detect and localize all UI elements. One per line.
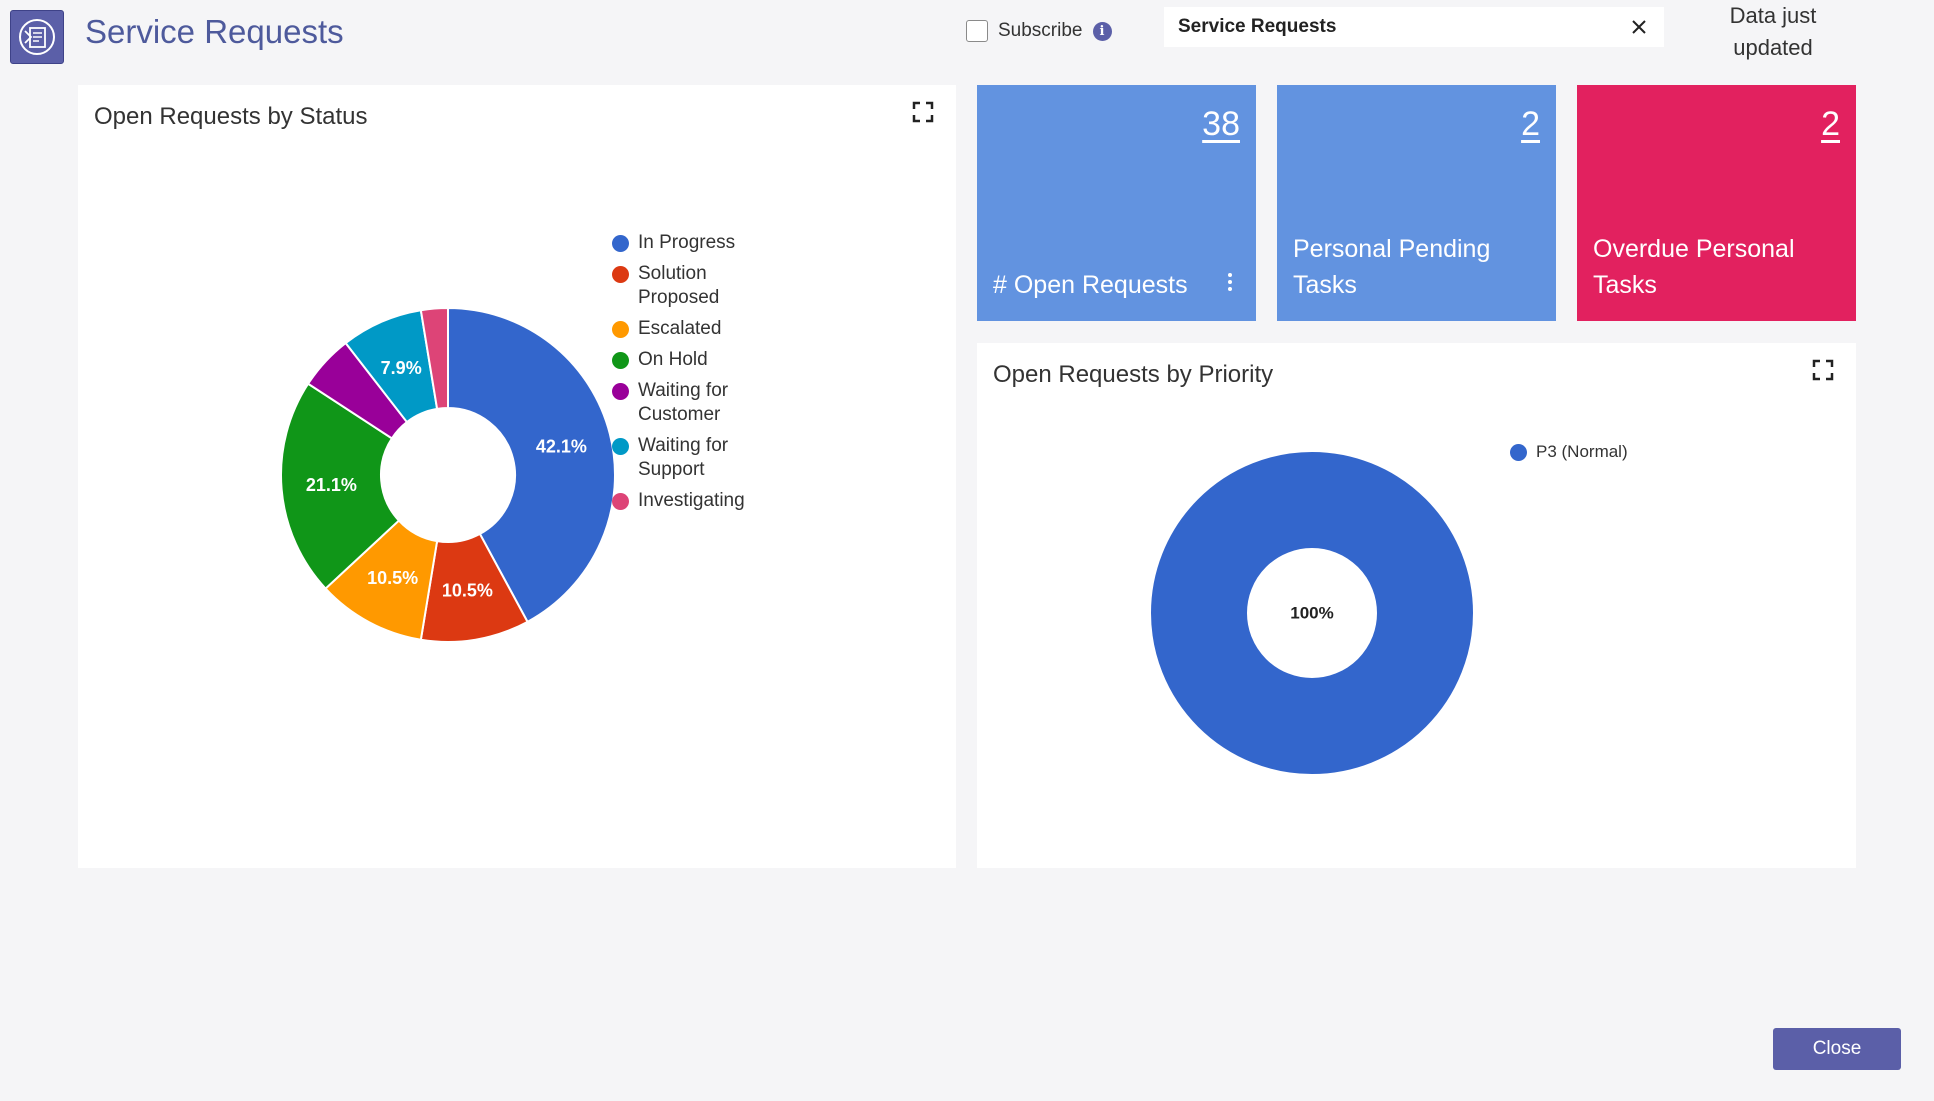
legend-item-p3-normal[interactable]: P3 (Normal)	[1510, 440, 1656, 464]
personal-pending-tasks-tile[interactable]: 2 Personal Pending Tasks	[1277, 85, 1556, 321]
legend-label: P3 (Normal)	[1536, 442, 1628, 461]
slice-label-in-progress: 42.1%	[536, 436, 587, 456]
slice-in-progress[interactable]	[447, 306, 616, 624]
legend-dot	[612, 235, 629, 252]
legend-item-waiting-for-support[interactable]: Waiting for Support	[612, 434, 758, 482]
legend-label: Escalated	[638, 318, 722, 339]
legend-dot	[612, 493, 629, 510]
open-requests-count[interactable]: 38	[1202, 105, 1240, 143]
pending-tasks-label: Personal Pending Tasks	[1293, 235, 1491, 299]
subscribe-control[interactable]: Subscribe i	[966, 20, 1112, 42]
legend-item-on-hold[interactable]: On Hold	[612, 348, 758, 372]
overdue-tasks-count[interactable]: 2	[1821, 105, 1840, 143]
legend-dot	[1510, 444, 1527, 461]
slice-label-solution-proposed: 10.5%	[442, 580, 493, 600]
legend-label: Solution Proposed	[638, 263, 720, 308]
open-requests-label: # Open Requests	[993, 271, 1188, 299]
legend-item-solution-proposed[interactable]: Solution Proposed	[612, 262, 758, 310]
legend-label: On Hold	[638, 349, 708, 370]
page-title: Service Requests	[85, 13, 344, 50]
info-icon[interactable]: i	[1092, 21, 1112, 41]
status-chart-card: Open Requests by Status 42.1% 10.5% 10.5% 2…	[78, 85, 956, 868]
legend-item-investigating[interactable]: Investigating	[612, 489, 758, 513]
service-request-icon	[19, 19, 55, 55]
priority-legend: P3 (Normal)	[1510, 440, 1656, 471]
slice-investigating[interactable]	[419, 306, 449, 411]
priority-chart-title: Open Requests by Priority	[993, 361, 1274, 388]
legend-label: Waiting for Customer	[638, 380, 729, 425]
legend-dot	[612, 266, 629, 283]
slice-label-escalated: 10.5%	[367, 568, 418, 588]
overdue-personal-tasks-tile[interactable]: 2 Overdue Personal Tasks	[1577, 85, 1856, 321]
status-donut-chart: 42.1% 10.5% 10.5% 21.1% 7.9%	[280, 306, 616, 643]
legend-dot	[612, 438, 629, 455]
search-value[interactable]: Service Requests	[1178, 16, 1337, 37]
slice-on-hold[interactable]	[280, 382, 401, 590]
subscribe-checkbox[interactable]	[966, 20, 988, 42]
legend-dot	[612, 321, 629, 338]
search-input[interactable]: Service Requests	[1164, 7, 1664, 47]
slice-label-waiting-for-support: 7.9%	[381, 358, 422, 378]
status-chart-title: Open Requests by Status	[94, 103, 368, 130]
more-options-icon[interactable]	[1228, 273, 1232, 291]
legend-label: Waiting for Support	[638, 435, 729, 480]
legend-dot	[612, 383, 629, 400]
slice-label-on-hold: 21.1%	[306, 475, 357, 495]
priority-chart-card: Open Requests by Priority 100% P3 (Norma…	[977, 343, 1856, 868]
subscribe-label: Subscribe	[998, 20, 1083, 41]
close-button[interactable]: Close	[1773, 1028, 1901, 1070]
priority-donut-chart: 100%	[1151, 452, 1473, 774]
data-status-text: Data just updated	[1729, 3, 1817, 60]
expand-icon[interactable]	[912, 101, 934, 123]
expand-icon[interactable]	[1812, 359, 1834, 381]
legend-dot	[612, 352, 629, 369]
pending-tasks-count[interactable]: 2	[1521, 105, 1540, 143]
open-requests-tile[interactable]: 38 # Open Requests	[977, 85, 1256, 321]
overdue-tasks-label: Overdue Personal Tasks	[1593, 235, 1795, 299]
status-legend: In Progress Solution Proposed Escalated On …	[612, 231, 758, 520]
legend-item-waiting-for-customer[interactable]: Waiting for Customer	[612, 379, 758, 427]
legend-item-in-progress[interactable]: In Progress	[612, 231, 758, 255]
legend-label: Investigating	[638, 490, 745, 511]
clear-search-close-icon[interactable]	[1628, 16, 1650, 38]
legend-label: In Progress	[638, 232, 736, 253]
slice-label-p3-normal: 100%	[1290, 604, 1333, 623]
legend-item-escalated[interactable]: Escalated	[612, 317, 758, 341]
app-icon	[10, 10, 64, 64]
slice-p3-normal[interactable]	[1151, 452, 1473, 774]
